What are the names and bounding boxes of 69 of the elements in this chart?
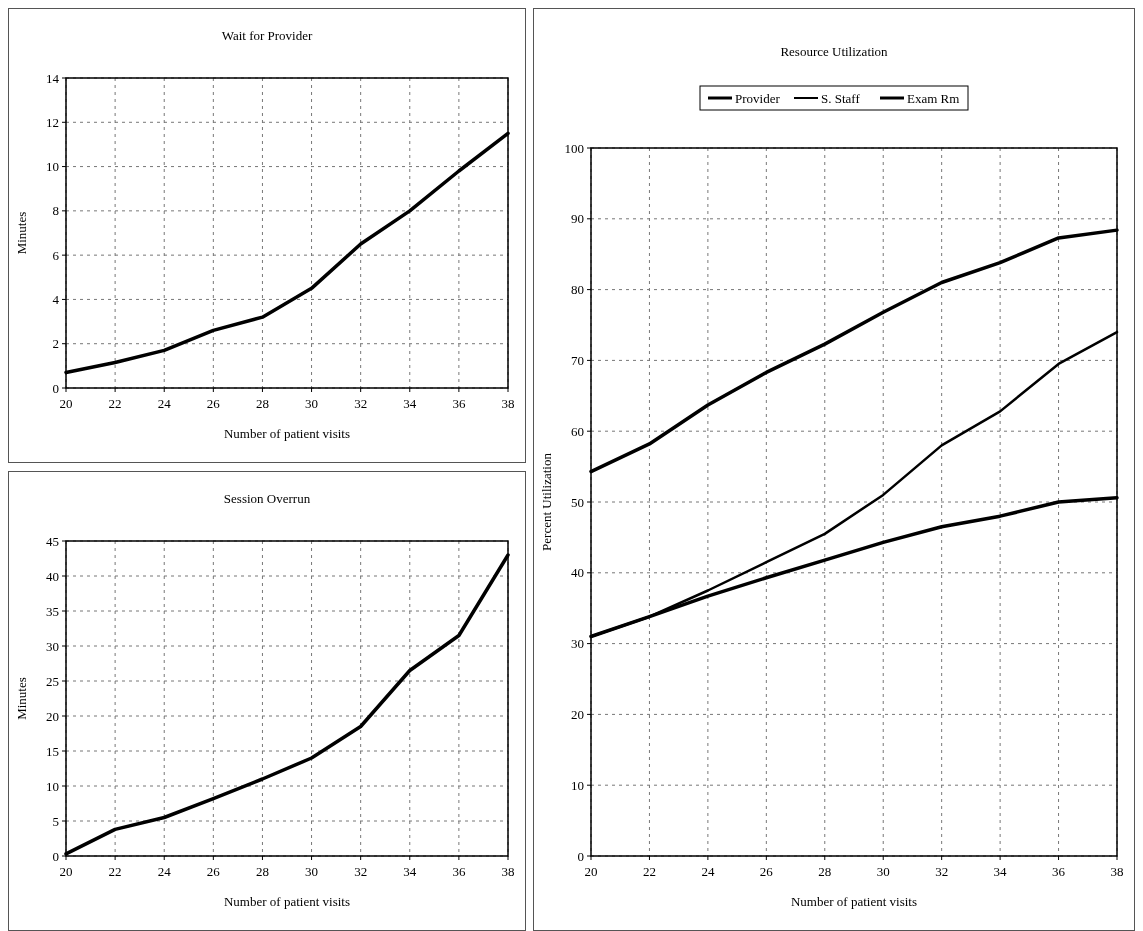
x-tick-label: 22 xyxy=(108,864,122,879)
x-axis-title: Number of patient visits xyxy=(790,894,918,909)
x-tick-label: 38 xyxy=(501,396,515,411)
legend-label: S. Staff xyxy=(821,90,861,106)
y-tick-label: 12 xyxy=(46,114,59,130)
y-tick-label: 30 xyxy=(571,636,584,652)
y-tick-label: 80 xyxy=(571,282,584,298)
y-tick-label: 100 xyxy=(564,140,584,156)
y-tick-label: 40 xyxy=(571,565,584,581)
x-tick-label: 28 xyxy=(255,396,269,411)
y-tick-label: 10 xyxy=(46,778,59,794)
y-axis-title: Percent Utilization xyxy=(539,452,554,551)
x-tick-label: 32 xyxy=(354,864,368,879)
y-tick-label: 4 xyxy=(52,291,60,307)
y-tick-label: 0 xyxy=(52,380,59,396)
y-tick-label: 5 xyxy=(52,813,59,829)
y-tick-label: 10 xyxy=(46,159,59,175)
x-tick-label: 26 xyxy=(759,864,774,879)
x-tick-label: 22 xyxy=(108,396,122,411)
y-tick-label: 25 xyxy=(46,673,59,689)
x-tick-label: 36 xyxy=(452,396,466,411)
x-tick-label: 24 xyxy=(157,864,172,879)
y-tick-label: 40 xyxy=(46,568,59,584)
x-tick-label: 28 xyxy=(255,864,269,879)
x-axis-title: Number of patient visits xyxy=(223,426,351,441)
y-axis-title: Minutes xyxy=(14,677,29,720)
x-tick-label: 38 xyxy=(1110,864,1124,879)
chart-title: Resource Utilization xyxy=(780,44,889,59)
x-tick-label: 30 xyxy=(305,396,319,411)
y-tick-label: 6 xyxy=(52,247,60,263)
legend-label: Provider xyxy=(735,90,781,106)
y-tick-label: 2 xyxy=(52,336,59,352)
chart-title: Session Overrun xyxy=(223,491,311,506)
y-tick-label: 60 xyxy=(571,423,584,439)
x-tick-label: 28 xyxy=(818,864,832,879)
y-tick-label: 90 xyxy=(571,211,584,227)
x-tick-label: 30 xyxy=(305,864,319,879)
y-tick-label: 20 xyxy=(571,706,584,722)
x-tick-label: 20 xyxy=(584,864,598,879)
x-axis-title: Number of patient visits xyxy=(223,894,351,909)
x-tick-label: 32 xyxy=(935,864,949,879)
x-tick-label: 38 xyxy=(501,864,515,879)
y-tick-label: 15 xyxy=(46,743,59,759)
y-tick-label: 20 xyxy=(46,708,59,724)
y-tick-label: 0 xyxy=(577,848,584,864)
x-tick-label: 34 xyxy=(403,864,417,879)
x-tick-label: 34 xyxy=(993,864,1008,879)
y-tick-label: 8 xyxy=(52,203,59,219)
y-tick-label: 14 xyxy=(46,70,60,86)
x-tick-label: 24 xyxy=(157,396,172,411)
y-tick-label: 50 xyxy=(571,494,584,510)
x-tick-label: 26 xyxy=(206,864,221,879)
y-axis-title: Minutes xyxy=(14,211,29,255)
y-tick-label: 30 xyxy=(46,638,59,654)
y-tick-label: 10 xyxy=(571,777,584,793)
x-tick-label: 36 xyxy=(1052,864,1066,879)
x-tick-label: 26 xyxy=(206,396,221,411)
x-tick-label: 30 xyxy=(876,864,890,879)
legend-label: Exam Rm xyxy=(907,90,960,106)
y-tick-label: 35 xyxy=(46,603,59,619)
x-tick-label: 34 xyxy=(403,396,417,411)
x-tick-label: 24 xyxy=(701,864,715,879)
y-tick-label: 0 xyxy=(52,848,59,864)
y-tick-label: 45 xyxy=(46,533,59,549)
x-tick-label: 32 xyxy=(354,396,368,411)
x-tick-label: 36 xyxy=(452,864,466,879)
x-tick-label: 22 xyxy=(642,864,656,879)
chart-title: Wait for Provider xyxy=(221,28,313,43)
y-tick-label: 70 xyxy=(571,352,584,368)
